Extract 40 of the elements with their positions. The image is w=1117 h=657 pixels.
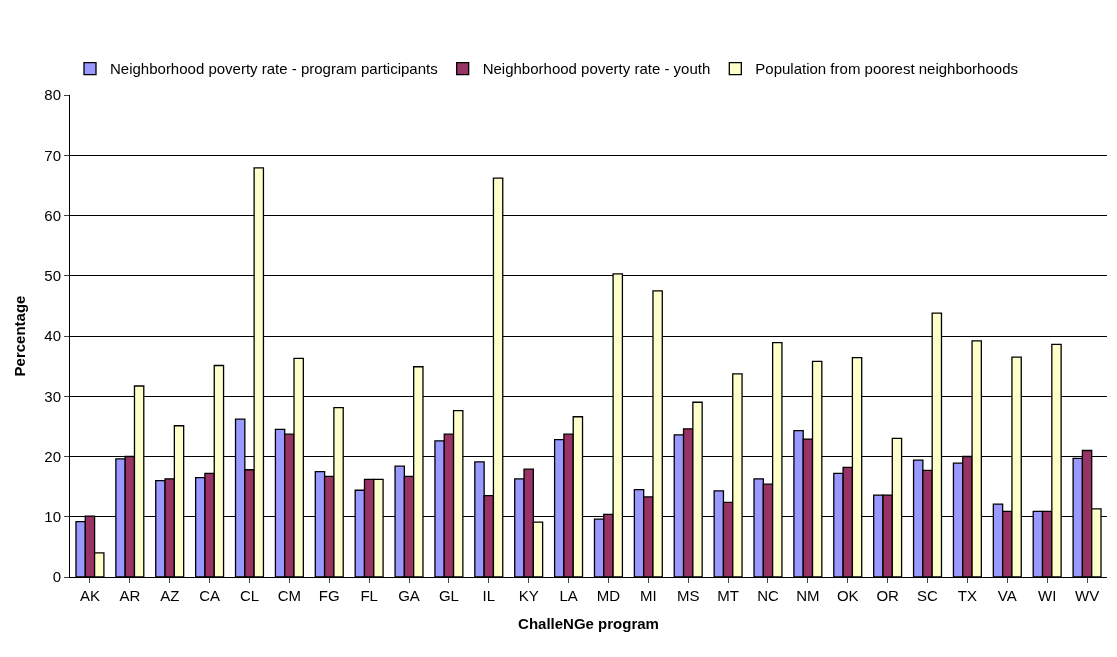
x-tick-label: CA: [199, 587, 221, 604]
y-tick-label: 50: [44, 267, 61, 284]
x-tick-label: LA: [559, 587, 578, 604]
x-tick-label: OK: [836, 587, 859, 604]
x-tick-label: IL: [482, 587, 496, 604]
x-tick-label: FL: [360, 587, 378, 604]
y-tick-label: 70: [44, 146, 61, 164]
x-tick-label: CL: [239, 587, 260, 604]
x-tick-label: VA: [997, 587, 1017, 604]
y-axis-title: Percentage: [10, 295, 28, 377]
x-axis-title: ChalleNGe program: [518, 615, 659, 632]
x-tick-label: AZ: [160, 587, 180, 604]
y-tick-label: 60: [44, 206, 61, 224]
x-tick-label: NC: [757, 587, 779, 604]
legend-label: Population from poorest neighborhoods: [755, 60, 1018, 78]
x-tick-label: AR: [119, 587, 141, 604]
x-tick-label: KY: [518, 587, 539, 604]
x-tick-label: OR: [876, 587, 900, 604]
x-tick-label: AK: [79, 587, 100, 604]
y-tick-label: 80: [44, 86, 61, 104]
x-tick-label: FG: [318, 587, 340, 604]
y-tick-label: 40: [44, 327, 61, 345]
x-tick-label: WV: [1074, 587, 1100, 604]
x-tick-label: WI: [1038, 587, 1057, 604]
legend-label: Neighborhood poverty rate - youth: [482, 60, 711, 78]
x-tick-label: GA: [398, 587, 420, 604]
x-tick-label: GL: [438, 587, 459, 604]
y-tick-label: 30: [44, 387, 61, 405]
x-tick-label: MI: [639, 587, 657, 604]
x-tick-label: MS: [676, 587, 700, 604]
x-tick-label: MT: [717, 587, 739, 604]
legend-label: Neighborhood poverty rate - program participants: [110, 60, 438, 78]
y-tick-label: 0: [52, 568, 61, 586]
x-tick-label: SC: [917, 587, 939, 604]
x-tick-label: CM: [277, 587, 302, 604]
x-tick-label: NM: [796, 587, 820, 604]
x-tick-label: TX: [957, 587, 977, 604]
y-tick-label: 20: [44, 447, 61, 465]
y-tick-label: 10: [44, 508, 61, 525]
x-tick-label: MD: [596, 587, 621, 604]
